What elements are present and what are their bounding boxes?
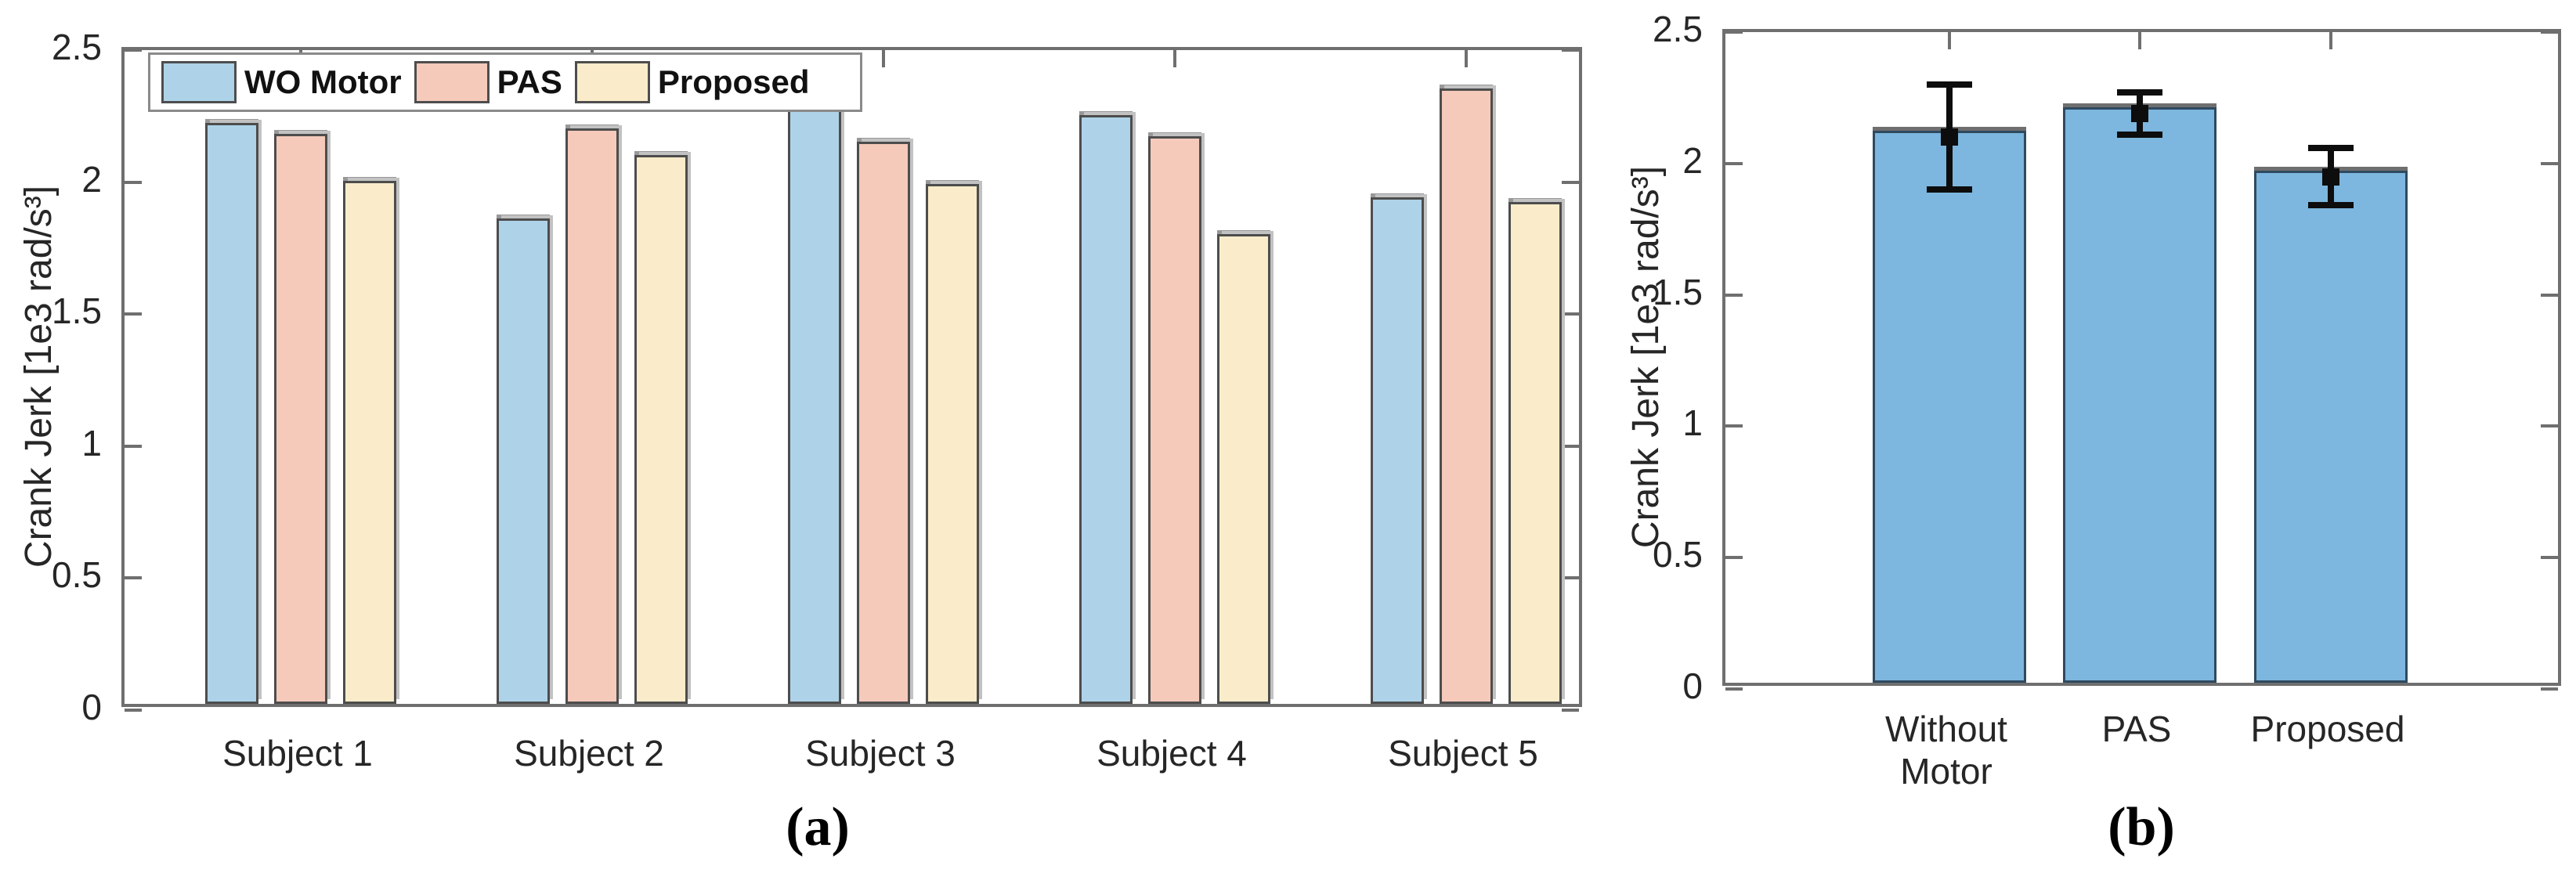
error-bar-mean-marker [2131,105,2148,123]
x-tick-top [1948,32,1951,49]
x-category-label: Subject 3 [805,733,956,774]
y-axis-label-b: Crank Jerk [1e3 rad/s³] [1625,165,1667,549]
y-tick-left [1725,424,1743,428]
y-tick-label: 0.5 [52,554,102,596]
error-bar-cap-upper [2117,89,2162,96]
error-bar-mean-marker [2322,168,2339,186]
y-tick-left [125,709,142,712]
y-tick-label: 0.5 [1653,534,1703,575]
y-tick-right [2541,556,2558,560]
bar-pas-subject-4 [1148,136,1201,704]
bar-wo-motor-subject-4 [1079,115,1133,704]
y-tick-left [1725,687,1743,691]
bar-proposed-subject-1 [343,181,396,704]
y-tick-left [1725,31,1743,34]
bar-proposed-subject-3 [926,183,979,704]
x-tick-top [2329,32,2332,49]
bar-without-motor [1873,131,2026,683]
y-tick-left [125,180,142,184]
y-tick-right [1562,576,1579,580]
legend-label-pas: PAS [497,63,562,100]
y-tick-label: 2 [1682,139,1703,181]
y-tick-right [1562,709,1579,712]
y-tick-right [2541,31,2558,34]
bar-wo-motor-subject-3 [788,99,841,704]
legend-label-proposed: Proposed [657,63,810,100]
bar-pas-subject-5 [1440,88,1493,704]
error-bar-cap-upper [1927,81,1972,88]
bar-pas-subject-2 [565,128,619,704]
x-category-label: Without Motor [1885,709,2007,792]
caption-a: (a) [786,797,850,857]
y-tick-label: 1.5 [1653,271,1703,312]
y-tick-label: 1 [81,422,102,464]
y-tick-left [125,49,142,52]
y-tick-left [125,576,142,580]
x-category-label: PAS [2101,709,2172,749]
y-tick-left [125,444,142,448]
x-category-label: Subject 5 [1388,733,1538,774]
legend-swatch-pas [414,61,490,103]
x-tick-top [882,50,885,67]
bar-proposed-subject-2 [634,154,688,704]
legend: WO Motor PAS Proposed [148,52,862,112]
y-tick-label: 1.5 [52,290,102,332]
y-axis-label-a: Crank Jerk [1e3 rad/s³] [18,185,60,568]
y-tick-left [1725,293,1743,297]
x-category-label: Proposed [2250,709,2405,749]
y-tick-right [2541,687,2558,691]
y-tick-label: 2.5 [52,27,102,67]
bar-wo-motor-subject-2 [497,218,550,704]
y-tick-right [1562,312,1579,316]
y-tick-left [1725,161,1743,165]
bar-pas-subject-3 [857,141,910,704]
y-tick-right [1562,180,1579,184]
error-bar-cap-lower [1927,186,1972,193]
y-tick-right [1562,444,1579,448]
y-tick-label: 1 [1682,402,1703,444]
error-bar-cap-lower [2117,131,2162,138]
y-tick-label: 2.5 [1653,9,1703,49]
legend-swatch-proposed [574,61,650,103]
x-tick-top [1173,50,1176,67]
y-tick-right [2541,293,2558,297]
y-tick-left [125,312,142,316]
bar-wo-motor-subject-5 [1371,197,1424,704]
y-tick-right [1562,49,1579,52]
bar-proposed-subject-5 [1508,202,1562,704]
y-tick-left [1725,556,1743,560]
bar-proposed-subject-4 [1217,233,1270,704]
x-category-label: Subject 1 [222,733,373,774]
y-tick-label: 2 [81,158,102,200]
y-tick-right [2541,424,2558,428]
plot-area-b [1722,29,2561,691]
plot-area-a: WO Motor PAS Proposed [121,47,1582,712]
legend-swatch-wo-motor [161,61,237,103]
bar-wo-motor-subject-1 [205,123,258,704]
x-category-label: Subject 4 [1097,733,1247,774]
y-tick-label: 0 [81,687,102,727]
bar-pas [2063,107,2217,683]
error-bar-cap-lower [2308,202,2354,209]
bar-pas-subject-1 [274,133,327,704]
y-tick-right [2541,161,2558,165]
x-tick-top [2138,32,2141,49]
error-bar-mean-marker [1941,128,1958,146]
caption-b: (b) [2108,797,2175,857]
x-tick-top [1465,50,1468,67]
legend-label-wo-motor: WO Motor [244,63,402,100]
error-bar-cap-upper [2308,144,2354,151]
y-tick-label: 0 [1682,666,1703,706]
bar-proposed [2254,170,2408,683]
x-category-label: Subject 2 [514,733,664,774]
